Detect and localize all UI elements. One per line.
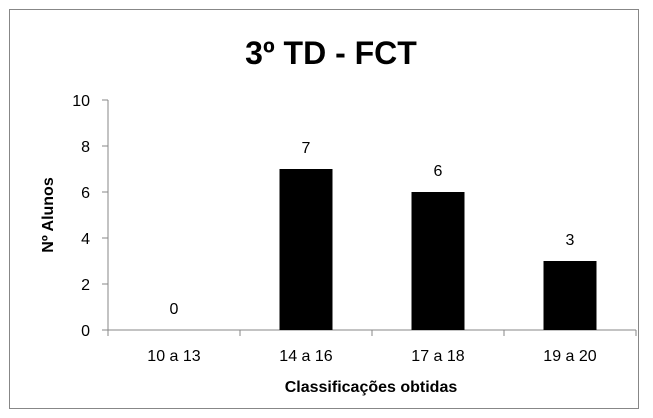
bar: [543, 261, 597, 330]
x-tick-label: 17 a 18: [411, 348, 464, 365]
x-tick-label: 14 a 16: [279, 348, 332, 365]
data-label: 3: [566, 232, 575, 249]
y-tick-label: 4: [81, 231, 90, 248]
y-tick-label: 8: [81, 139, 90, 156]
plot-area: 0 2 4 6 8 10 0 10 a 13 7 14 a 16 6 17 a 18 3 19 a 20: [72, 93, 637, 365]
data-label: 6: [434, 163, 443, 180]
x-tick-label: 19 a 20: [543, 348, 596, 365]
x-tick-label: 10 a 13: [147, 348, 200, 365]
data-label: 7: [302, 140, 311, 157]
y-tick-label: 10: [72, 93, 90, 110]
y-tick-label: 2: [81, 277, 90, 294]
y-axis-title: Nº Alunos: [40, 177, 57, 253]
chart-title: 3º TD - FCT: [245, 35, 417, 71]
x-axis-title: Classificações obtidas: [285, 379, 458, 396]
y-tick-label: 6: [81, 185, 90, 202]
bar: [279, 169, 333, 330]
y-tick-label: 0: [81, 323, 90, 340]
data-label: 0: [170, 301, 179, 318]
bar: [411, 192, 465, 330]
